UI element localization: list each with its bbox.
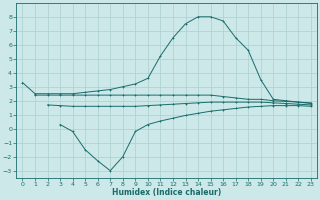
- X-axis label: Humidex (Indice chaleur): Humidex (Indice chaleur): [112, 188, 221, 197]
